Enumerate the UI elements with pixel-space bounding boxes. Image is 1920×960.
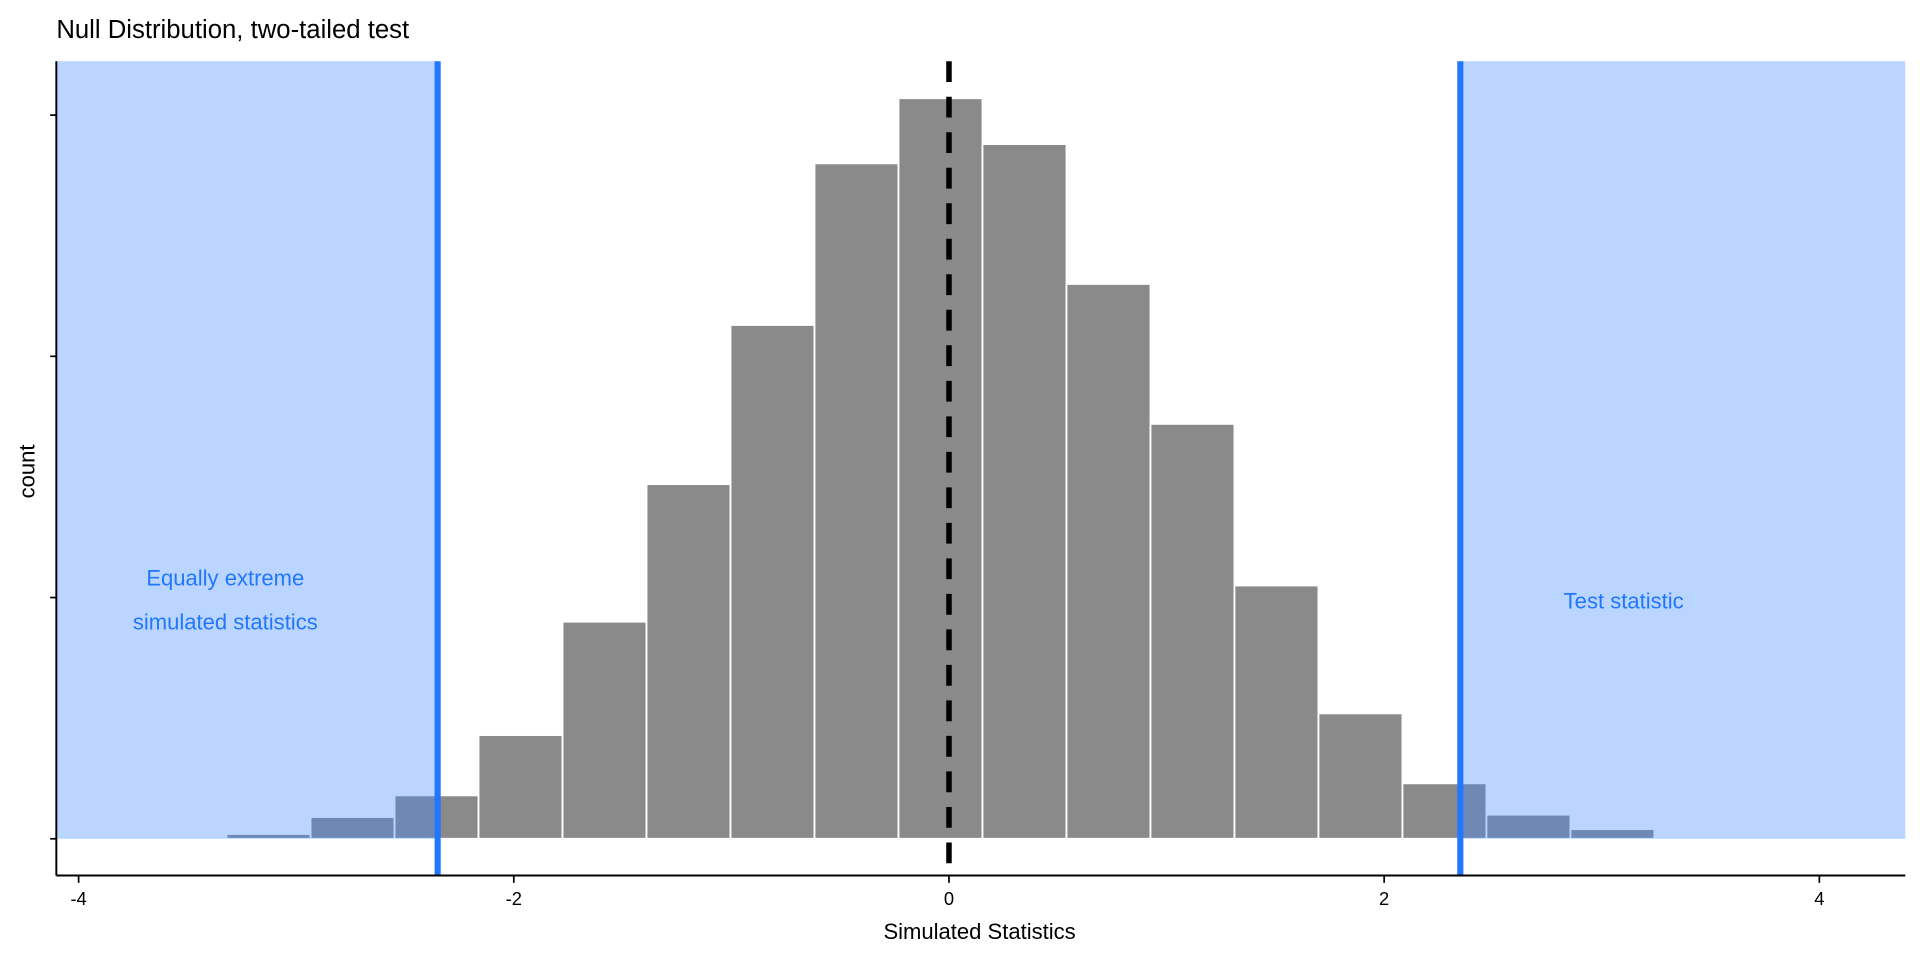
annotation-test-statistic: Test statistic [1564, 589, 1684, 614]
histogram-bar [561, 620, 648, 840]
lines-group [434, 61, 1464, 876]
y-axis-label: count [14, 444, 39, 498]
histogram-bar [981, 143, 1068, 840]
histogram-bar [1065, 283, 1152, 840]
annotation-equally-extreme-line2: simulated statistics [133, 609, 318, 634]
x-tick-label: -2 [506, 888, 522, 909]
histogram-bar [1317, 712, 1404, 840]
x-tick-label: 0 [944, 888, 954, 909]
histogram-bar [1401, 782, 1488, 840]
histogram-bar [477, 734, 564, 840]
annotation-equally-extreme-line1: Equally extreme [146, 565, 304, 590]
bars-group [225, 97, 1656, 840]
histogram-bar [1569, 828, 1656, 840]
histogram-bar [729, 324, 816, 840]
chart-title: Null Distribution, two-tailed test [56, 16, 409, 44]
axes-group: -4 -2 0 2 4 [50, 61, 1906, 909]
x-axis-label: Simulated Statistics [883, 919, 1075, 944]
shade-left-tail [56, 61, 438, 839]
x-tick-label: 4 [1814, 888, 1824, 909]
histogram-bar [813, 162, 900, 840]
histogram-bar [645, 483, 732, 840]
shade-group [56, 61, 1906, 839]
histogram-bar [1485, 813, 1572, 840]
x-tick-label: 2 [1379, 888, 1389, 909]
x-tick-label: -4 [70, 888, 86, 909]
histogram-bar [1149, 422, 1236, 840]
histogram-bar [897, 97, 984, 840]
histogram-bar [1233, 584, 1320, 840]
shade-right-tail [1460, 61, 1906, 839]
